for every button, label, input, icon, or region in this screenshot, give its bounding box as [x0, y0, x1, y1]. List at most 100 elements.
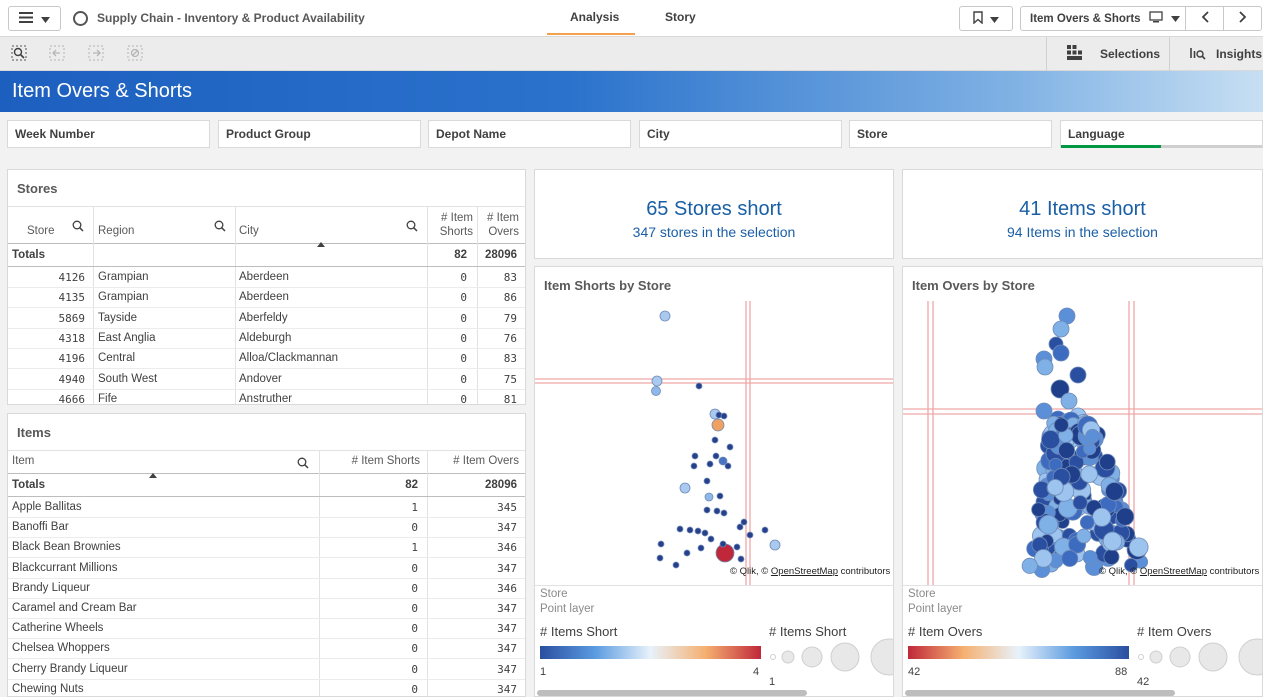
map-point[interactable] — [711, 418, 725, 432]
map-point[interactable] — [718, 456, 728, 466]
map-point[interactable] — [761, 526, 769, 534]
map-point[interactable] — [1021, 557, 1038, 574]
search-icon[interactable] — [297, 457, 309, 472]
map-point[interactable] — [679, 482, 691, 494]
map-point[interactable] — [683, 549, 691, 557]
map-point[interactable] — [691, 452, 699, 460]
map-point[interactable] — [1052, 320, 1070, 338]
map-point[interactable] — [1035, 402, 1053, 420]
map-point[interactable] — [686, 526, 694, 534]
filter-depot-name[interactable]: Depot Name — [428, 120, 631, 148]
map-point[interactable] — [716, 492, 724, 500]
column-header-item-shorts[interactable]: # Item Shorts — [351, 455, 420, 467]
map-point[interactable] — [1072, 495, 1088, 511]
map-point[interactable] — [651, 386, 661, 396]
map-point[interactable] — [1080, 465, 1098, 483]
map-point[interactable] — [724, 462, 732, 470]
table-row[interactable]: 4126 Grampian Aberdeen 0 83 — [8, 268, 525, 288]
search-icon[interactable] — [214, 220, 226, 235]
map-point[interactable] — [690, 462, 698, 470]
table-row[interactable]: Catherine Wheels 0 347 — [8, 619, 525, 640]
table-row[interactable]: Banoffi Bar 0 347 — [8, 518, 525, 539]
map-point[interactable] — [707, 535, 715, 543]
map-point[interactable] — [659, 310, 671, 322]
map-point[interactable] — [1031, 502, 1046, 517]
table-row[interactable]: Cherry Brandy Liqueur 0 347 — [8, 660, 525, 680]
map-point[interactable] — [703, 506, 711, 514]
column-header-item-overs[interactable]: # Item Overs — [453, 455, 519, 467]
column-header-region[interactable]: Region — [98, 225, 135, 237]
map-point[interactable] — [1092, 507, 1112, 527]
map-point[interactable] — [703, 477, 711, 485]
map-point[interactable] — [1069, 366, 1087, 384]
map-point[interactable] — [1060, 392, 1078, 410]
map-point[interactable] — [1053, 417, 1069, 433]
selections-button[interactable]: Selections — [1046, 37, 1169, 71]
map-point[interactable] — [651, 375, 663, 387]
smart-search-icon[interactable] — [11, 45, 27, 61]
insights-button[interactable]: Insights — [1169, 37, 1263, 71]
map-overs-canvas[interactable] — [903, 301, 1263, 585]
table-row[interactable]: Chelsea Whoppers 0 347 — [8, 639, 525, 660]
table-row[interactable]: Chewing Nuts 0 347 — [8, 680, 525, 696]
search-icon[interactable] — [72, 220, 84, 235]
column-header-store[interactable]: Store — [27, 225, 55, 237]
openstreetmap-link[interactable]: OpenStreetMap — [1139, 566, 1207, 577]
legend-scrollbar[interactable] — [905, 690, 1175, 696]
map-point[interactable] — [694, 527, 702, 535]
filter-store[interactable]: Store — [849, 120, 1052, 148]
legend-scrollbar[interactable] — [537, 690, 807, 696]
column-header-item-overs[interactable]: # Item Overs — [487, 212, 519, 238]
column-header-item-shorts[interactable]: # Item Shorts — [439, 212, 473, 238]
navigation-menu-button[interactable] — [8, 6, 61, 31]
map-point[interactable] — [711, 436, 719, 444]
map-point[interactable] — [769, 539, 781, 551]
table-row[interactable]: Blackcurrant Millions 0 347 — [8, 559, 525, 579]
step-back-icon[interactable] — [49, 45, 65, 61]
filter-week-number[interactable]: Week Number — [7, 120, 210, 148]
table-row[interactable]: Black Bean Brownies 1 346 — [8, 538, 525, 559]
map-point[interactable] — [737, 555, 745, 563]
map-point[interactable] — [676, 525, 684, 533]
table-row[interactable]: Brandy Liqueur 0 346 — [8, 579, 525, 599]
clear-selections-icon[interactable] — [127, 45, 143, 61]
map-point[interactable] — [736, 523, 744, 531]
map-point[interactable] — [672, 561, 680, 569]
table-row[interactable]: Apple Ballitas 1 345 — [8, 498, 525, 518]
map-point[interactable] — [719, 540, 727, 548]
map-point[interactable] — [695, 382, 703, 390]
map-point[interactable] — [1103, 548, 1120, 565]
filter-city[interactable]: City — [639, 120, 842, 148]
table-row[interactable]: 4940 South West Andover 0 75 — [8, 370, 525, 390]
column-header-item[interactable]: Item — [12, 455, 35, 467]
map-point[interactable] — [1061, 549, 1079, 567]
map-point[interactable] — [1099, 453, 1116, 471]
bookmarks-button[interactable] — [959, 6, 1013, 31]
table-row[interactable]: 4666 Fife Anstruther 0 81 — [8, 390, 525, 404]
map-point[interactable] — [1038, 514, 1059, 535]
table-row[interactable]: 4196 Central Alloa/Clackmannan 0 83 — [8, 349, 525, 370]
table-row[interactable]: 4318 East Anglia Aldeburgh 0 76 — [8, 329, 525, 349]
table-row[interactable]: 5869 Tayside Aberfeldy 0 79 — [8, 309, 525, 329]
map-point[interactable] — [1082, 550, 1098, 565]
column-header-city[interactable]: City — [239, 225, 259, 237]
map-point[interactable] — [1079, 515, 1095, 530]
map-point[interactable] — [746, 531, 754, 539]
map-point[interactable] — [1128, 537, 1149, 558]
map-shorts-canvas[interactable] — [535, 301, 894, 585]
map-point[interactable] — [656, 554, 664, 562]
previous-sheet-button[interactable] — [1185, 6, 1224, 31]
map-point[interactable] — [720, 509, 728, 517]
filter-language[interactable]: Language — [1060, 120, 1263, 148]
map-point[interactable] — [740, 518, 748, 526]
map-point[interactable] — [1052, 344, 1070, 362]
map-point[interactable] — [701, 529, 709, 537]
openstreetmap-link[interactable]: OpenStreetMap — [770, 566, 838, 577]
map-point[interactable] — [1046, 479, 1064, 496]
map-point[interactable] — [1105, 482, 1124, 501]
search-icon[interactable] — [406, 220, 418, 235]
tab-analysis[interactable]: Analysis — [570, 10, 620, 24]
map-point[interactable] — [1076, 528, 1092, 544]
map-point[interactable] — [1058, 441, 1076, 459]
table-row[interactable]: 4135 Grampian Aberdeen 0 86 — [8, 288, 525, 309]
